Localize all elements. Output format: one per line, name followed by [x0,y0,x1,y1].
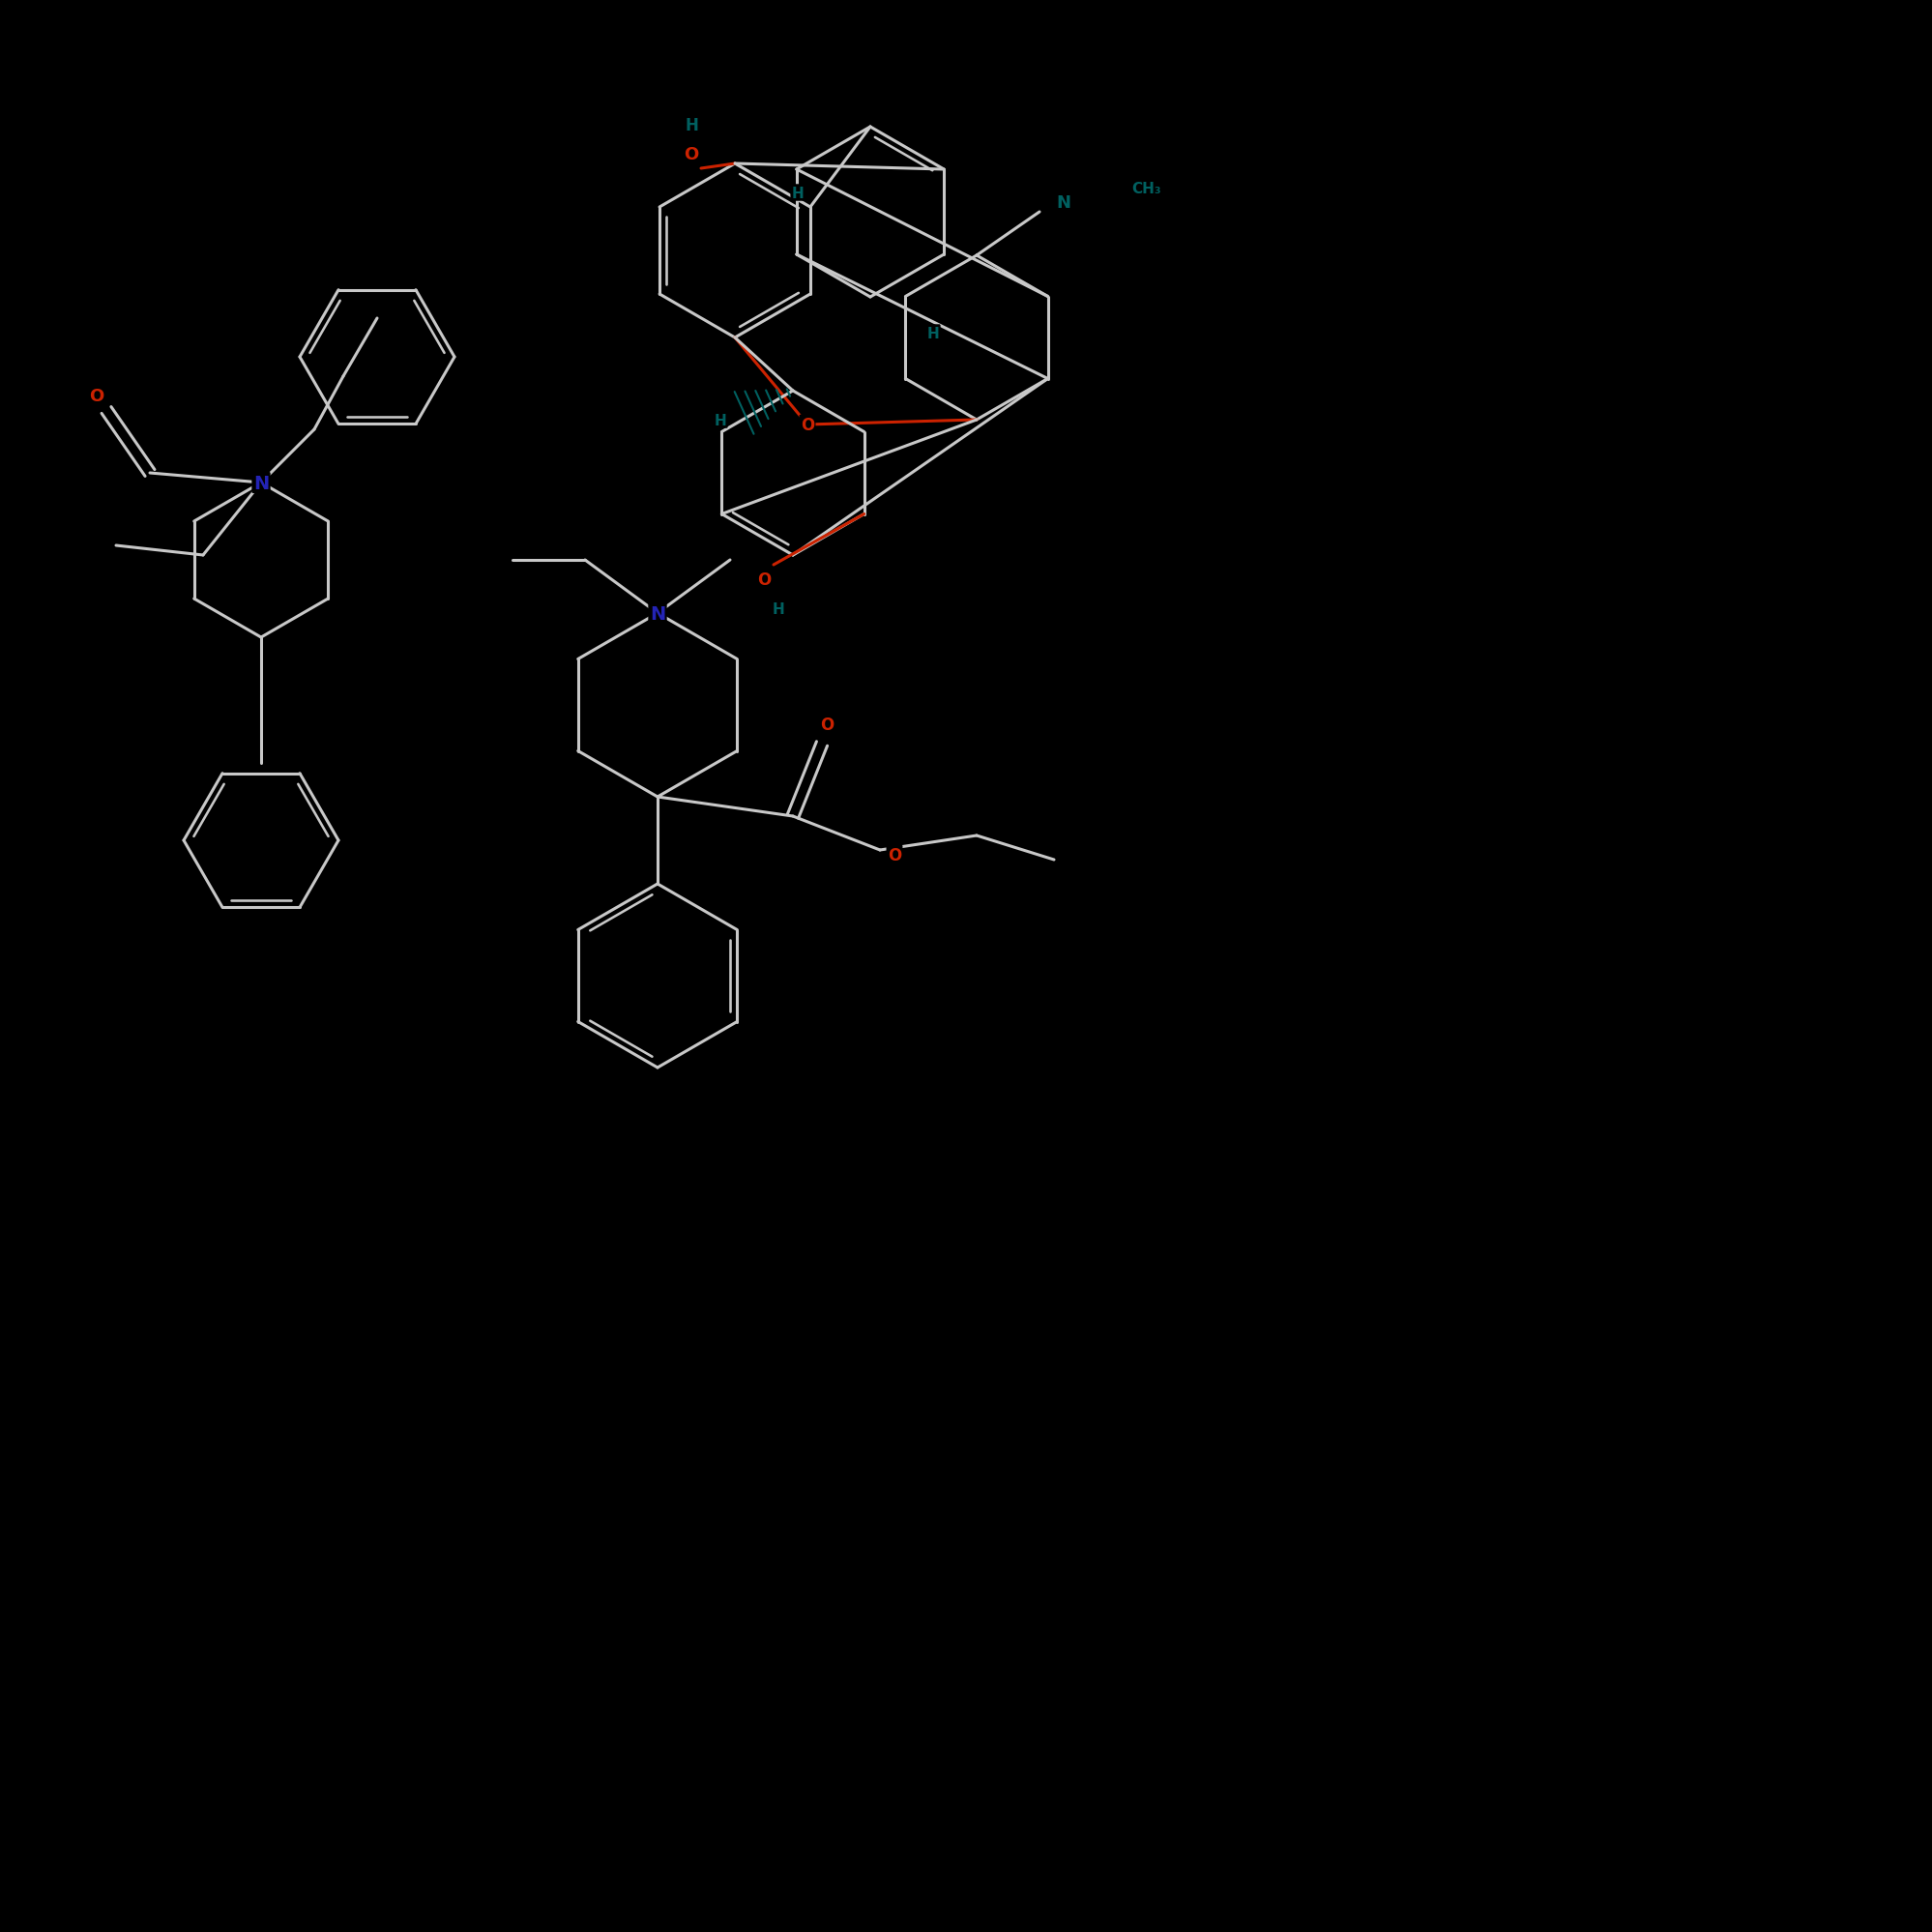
Text: N: N [253,473,269,493]
Text: O: O [684,147,697,164]
Text: O: O [757,572,771,589]
Text: O: O [800,417,813,435]
Text: O: O [89,388,104,406]
Text: O: O [887,846,900,864]
Text: CH₃: CH₃ [1130,182,1161,195]
Text: O: O [819,717,833,734]
Text: H: H [684,118,697,135]
Text: H: H [773,601,784,616]
Text: H: H [792,185,804,201]
Text: N: N [649,605,665,622]
Text: N: N [1057,195,1070,213]
Text: H: H [927,327,939,340]
Text: H: H [713,413,726,427]
